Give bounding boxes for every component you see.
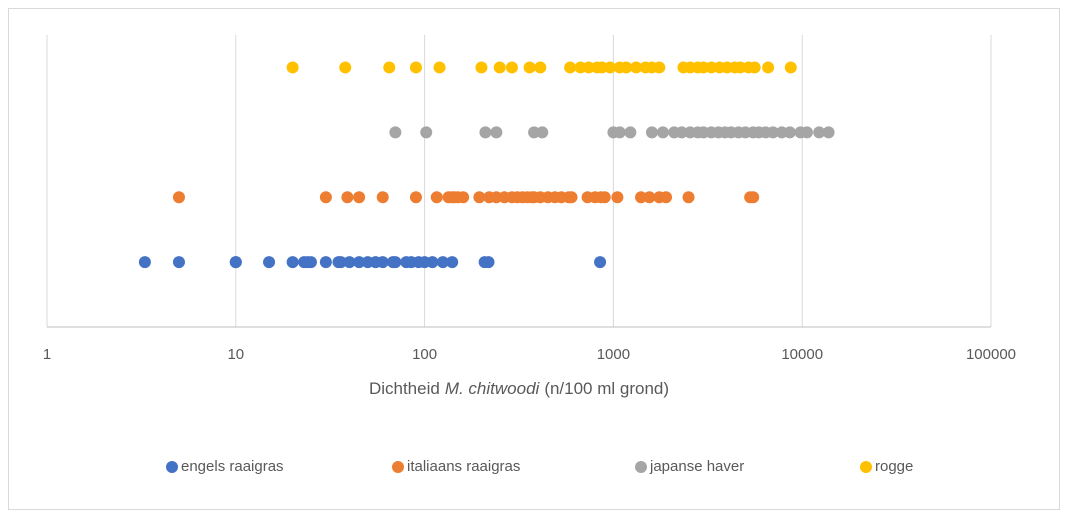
point — [353, 191, 366, 204]
point — [645, 126, 658, 139]
point — [660, 191, 673, 204]
point — [653, 61, 666, 74]
chart-border — [8, 8, 1060, 510]
point — [534, 61, 547, 74]
point — [611, 191, 624, 204]
point — [436, 256, 449, 269]
point — [490, 126, 503, 139]
point — [433, 61, 446, 74]
point — [341, 191, 354, 204]
legend-label: rogge — [875, 458, 913, 475]
point — [747, 191, 760, 204]
point — [339, 61, 352, 74]
point — [813, 126, 826, 139]
point — [630, 61, 643, 74]
point — [353, 256, 366, 269]
point — [457, 191, 470, 204]
point — [334, 256, 347, 269]
point — [682, 191, 695, 204]
point — [263, 256, 276, 269]
point — [582, 61, 595, 74]
point — [620, 61, 633, 74]
point — [138, 256, 151, 269]
point — [229, 256, 242, 269]
point — [172, 191, 185, 204]
point — [734, 61, 747, 74]
legend-label: engels raaigras — [181, 458, 284, 475]
x-tick-label: 100000 — [966, 346, 1016, 363]
point — [783, 126, 796, 139]
point — [656, 126, 669, 139]
point — [286, 61, 299, 74]
point — [376, 191, 389, 204]
x-tick-label: 100 — [412, 346, 437, 363]
x-axis-label-part: (n/100 ml grond) — [544, 379, 669, 398]
legend-label: italiaans raaigras — [407, 458, 520, 475]
point — [409, 61, 422, 74]
x-axis-label-part: M. chitwoodi — [445, 379, 541, 398]
point — [800, 126, 813, 139]
point — [705, 61, 718, 74]
point — [479, 126, 492, 139]
point — [634, 191, 647, 204]
point — [426, 256, 439, 269]
point — [343, 256, 356, 269]
x-axis-label: Dichtheid M. chitwoodi (n/100 ml grond) — [369, 379, 669, 398]
point — [643, 191, 656, 204]
point — [564, 61, 577, 74]
point — [430, 191, 443, 204]
x-tick-label: 1000 — [597, 346, 630, 363]
point — [172, 256, 185, 269]
point — [766, 126, 779, 139]
point — [475, 61, 488, 74]
point — [675, 126, 688, 139]
point — [822, 126, 835, 139]
point — [446, 256, 459, 269]
x-tick-label: 1 — [43, 346, 51, 363]
legend-marker — [635, 461, 647, 473]
point — [304, 256, 317, 269]
legend-marker — [166, 461, 178, 473]
point — [383, 61, 396, 74]
point — [536, 126, 549, 139]
point — [528, 126, 541, 139]
point — [505, 61, 518, 74]
point — [784, 61, 797, 74]
point — [420, 126, 433, 139]
point — [594, 256, 607, 269]
point — [409, 191, 422, 204]
point — [286, 256, 299, 269]
point — [565, 191, 578, 204]
point — [389, 126, 402, 139]
point — [493, 61, 506, 74]
legend-marker — [392, 461, 404, 473]
point — [523, 61, 536, 74]
point — [319, 256, 332, 269]
x-axis-label-part: Dichtheid — [369, 379, 440, 398]
point — [389, 256, 402, 269]
point — [748, 61, 761, 74]
point — [604, 61, 617, 74]
x-tick-label: 10000 — [781, 346, 823, 363]
x-tick-label: 10 — [227, 346, 244, 363]
point — [319, 191, 332, 204]
point — [473, 191, 486, 204]
point — [598, 191, 611, 204]
point — [376, 256, 389, 269]
legend-marker — [860, 461, 872, 473]
point — [624, 126, 637, 139]
legend-label: japanse haver — [649, 458, 744, 475]
point — [762, 61, 775, 74]
point — [482, 256, 495, 269]
point — [613, 126, 626, 139]
